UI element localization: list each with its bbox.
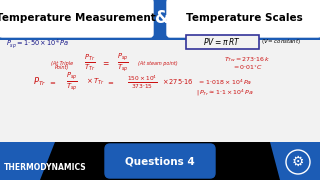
Polygon shape xyxy=(270,142,320,180)
Text: $P_{Tr}$: $P_{Tr}$ xyxy=(33,76,47,88)
Text: $= 0{\cdot}01^{\circ}C$: $= 0{\cdot}01^{\circ}C$ xyxy=(232,64,263,72)
Polygon shape xyxy=(0,142,55,180)
Text: &: & xyxy=(155,9,169,27)
Text: $\frac{P_{Tr}}{T_{Tr}}$: $\frac{P_{Tr}}{T_{Tr}}$ xyxy=(84,53,96,73)
Text: Temperature Scales: Temperature Scales xyxy=(186,13,302,23)
Bar xyxy=(0,142,320,180)
Text: $\times\,275{\cdot}16$: $\times\,275{\cdot}16$ xyxy=(162,78,194,87)
Text: ⚙: ⚙ xyxy=(292,155,304,169)
Text: $(V= constant)$: $(V= constant)$ xyxy=(261,37,301,46)
FancyBboxPatch shape xyxy=(0,0,153,37)
Bar xyxy=(0,36,320,142)
Text: $T_{Tw} = 273{\cdot}16\,k$: $T_{Tw} = 273{\cdot}16\,k$ xyxy=(224,56,271,64)
Circle shape xyxy=(282,146,314,178)
Text: Temperature Measurement: Temperature Measurement xyxy=(0,13,156,23)
Text: $=$: $=$ xyxy=(106,79,114,85)
Text: $\frac{P_{sp}}{T_{sp}}$: $\frac{P_{sp}}{T_{sp}}$ xyxy=(117,52,129,74)
FancyBboxPatch shape xyxy=(186,35,259,48)
Bar xyxy=(0,34,320,40)
Text: $=\,1{\cdot}018\times10^4\,Pa$: $=\,1{\cdot}018\times10^4\,Pa$ xyxy=(197,77,252,87)
Text: $\frac{P_{sp}}{T_{sp}}$: $\frac{P_{sp}}{T_{sp}}$ xyxy=(66,71,78,93)
Text: (At Triple: (At Triple xyxy=(51,62,73,66)
FancyBboxPatch shape xyxy=(167,0,320,37)
Text: $=$: $=$ xyxy=(101,58,110,68)
Text: $PV = \pi\,RT$: $PV = \pi\,RT$ xyxy=(203,36,241,47)
Text: THERMODYNAMICS: THERMODYNAMICS xyxy=(4,163,87,172)
Text: $\frac{150\times10^4}{373{\cdot}15}$: $\frac{150\times10^4}{373{\cdot}15}$ xyxy=(127,73,157,91)
Text: Point): Point) xyxy=(55,66,69,71)
Text: (At steam point): (At steam point) xyxy=(138,60,178,66)
Text: $P_{sp} = 1{\cdot}50\times10^4\,Pa$: $P_{sp} = 1{\cdot}50\times10^4\,Pa$ xyxy=(6,37,69,51)
Text: $\times\,T_{Tr}$: $\times\,T_{Tr}$ xyxy=(86,77,105,87)
Text: $=$: $=$ xyxy=(48,79,56,85)
Text: $|\,P_{Tr}\approx 1{\cdot}1\times10^4\,Pa$: $|\,P_{Tr}\approx 1{\cdot}1\times10^4\,P… xyxy=(196,88,254,98)
Circle shape xyxy=(286,150,310,174)
FancyBboxPatch shape xyxy=(105,144,215,178)
Text: Questions 4: Questions 4 xyxy=(125,156,195,166)
